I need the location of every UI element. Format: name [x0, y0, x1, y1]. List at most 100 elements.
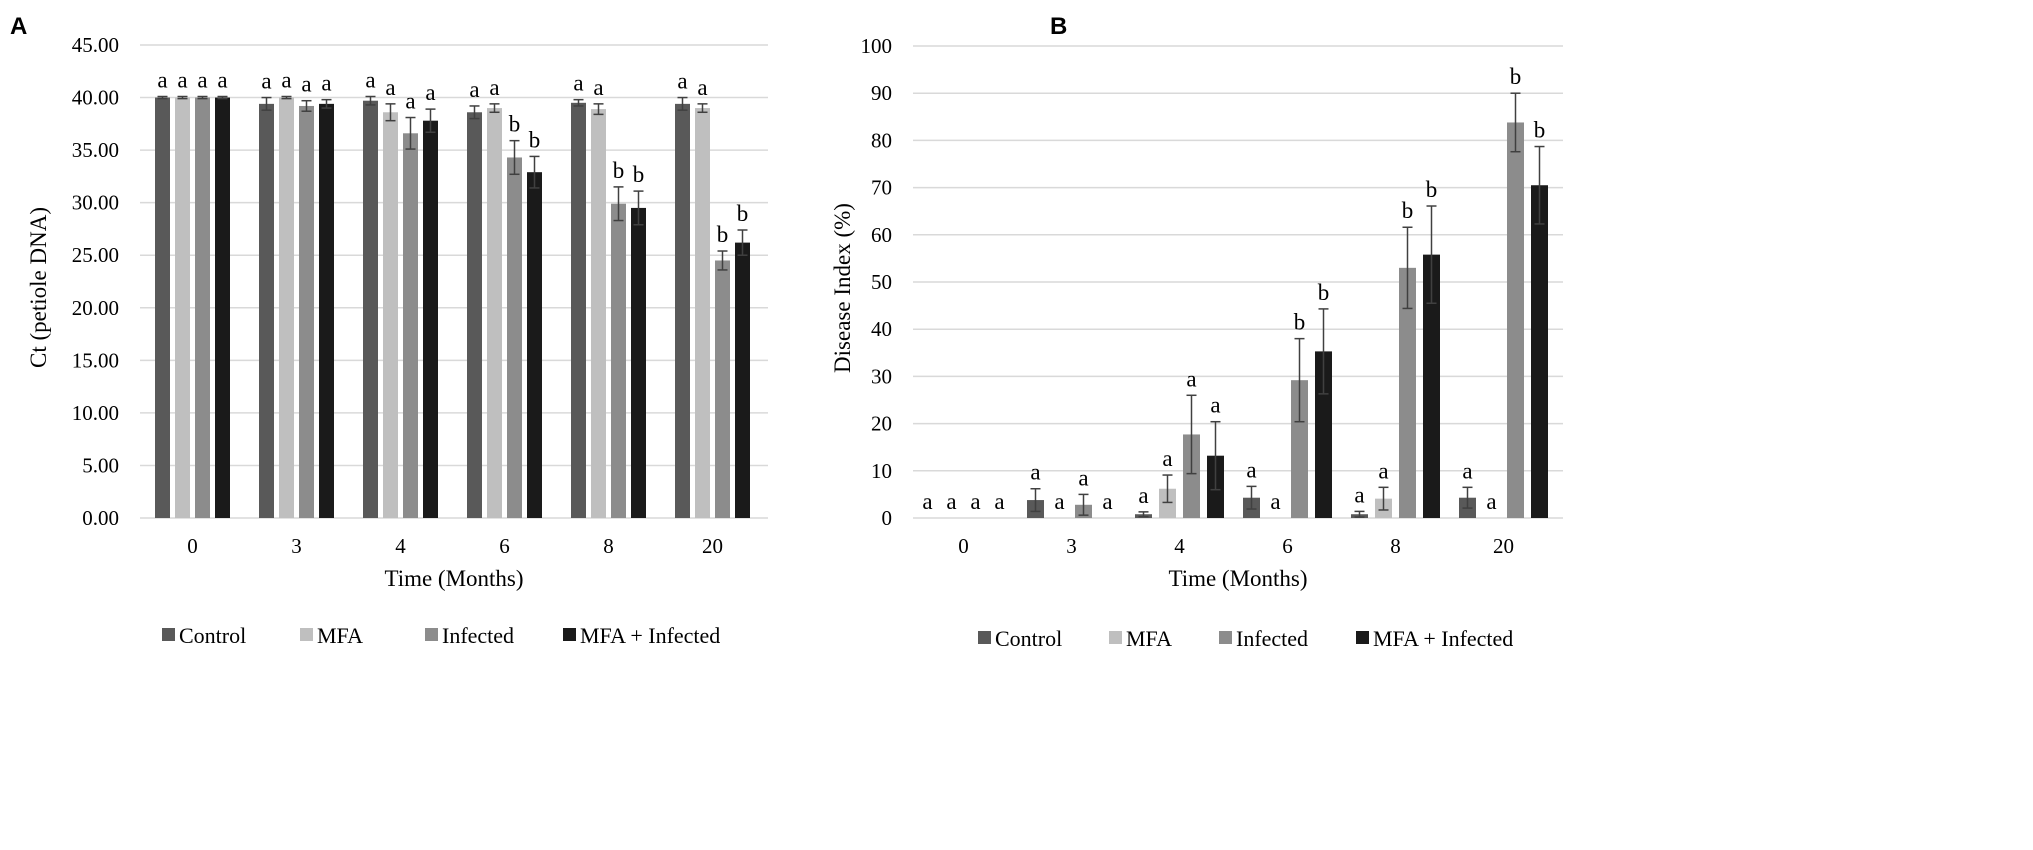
bar — [735, 242, 750, 518]
y-tick-label: 35.00 — [72, 138, 119, 162]
significance-letter: a — [281, 68, 291, 93]
significance-letter: a — [1486, 489, 1496, 514]
significance-letter: a — [177, 68, 187, 93]
bar — [1399, 267, 1416, 518]
y-tick-label: 0 — [882, 506, 893, 530]
significance-letter: a — [1246, 457, 1256, 482]
significance-letter: b — [717, 222, 729, 247]
bar — [507, 157, 522, 519]
bar — [319, 103, 334, 519]
significance-letter: a — [1270, 489, 1280, 514]
legend-label: MFA — [1126, 626, 1172, 651]
chart-panel-a: 0.005.0010.0015.0020.0025.0030.0035.0040… — [26, 33, 768, 648]
y-tick-label: 45.00 — [72, 33, 119, 57]
bar — [383, 112, 398, 518]
significance-letter: a — [677, 69, 687, 94]
significance-letter: a — [1210, 393, 1220, 418]
x-tick-label: 6 — [499, 534, 510, 558]
x-tick-label: 6 — [1282, 534, 1293, 558]
bar — [611, 203, 626, 518]
bar — [279, 97, 294, 519]
y-tick-label: 20 — [871, 412, 892, 436]
bar — [1183, 434, 1200, 518]
bar — [487, 108, 502, 519]
panel-label-a: A — [10, 13, 27, 40]
significance-letter: b — [509, 112, 521, 137]
bar — [155, 97, 170, 519]
legend-swatch — [978, 631, 991, 644]
significance-letter: a — [697, 75, 707, 100]
significance-letter: a — [405, 89, 415, 114]
y-tick-label: 0.00 — [82, 506, 119, 530]
panel-label-b: B — [1050, 13, 1067, 40]
significance-letter: a — [385, 75, 395, 100]
legend-label: MFA + Infected — [580, 623, 720, 648]
legend-label: Control — [179, 623, 246, 648]
legend-swatch — [425, 628, 438, 641]
legend-label: MFA + Infected — [1373, 626, 1513, 651]
significance-letter: a — [1354, 482, 1364, 507]
significance-letter: a — [573, 71, 583, 96]
significance-letter: a — [994, 489, 1004, 514]
significance-letter: a — [1138, 483, 1148, 508]
bar — [1159, 488, 1176, 518]
y-tick-label: 25.00 — [72, 243, 119, 267]
bar — [1531, 185, 1548, 519]
y-tick-label: 70 — [871, 176, 892, 200]
y-axis-title: Disease Index (%) — [830, 203, 855, 373]
bar — [1423, 254, 1440, 518]
x-tick-label: 20 — [1493, 534, 1514, 558]
significance-letter: a — [970, 489, 980, 514]
x-tick-label: 8 — [603, 534, 614, 558]
significance-letter: a — [1186, 366, 1196, 391]
bar — [195, 97, 210, 519]
significance-letter: a — [593, 75, 603, 100]
legend-swatch — [563, 628, 576, 641]
x-tick-label: 0 — [187, 534, 198, 558]
significance-letter: b — [1318, 280, 1330, 305]
significance-letter: a — [1054, 489, 1064, 514]
significance-letter: a — [469, 77, 479, 102]
significance-letter: b — [1294, 310, 1306, 335]
significance-letter: a — [261, 69, 271, 94]
bar — [259, 103, 274, 519]
y-axis-title: Ct (petiole DNA) — [26, 207, 51, 368]
bar — [215, 97, 230, 519]
y-tick-label: 30.00 — [72, 191, 119, 215]
x-tick-label: 3 — [291, 534, 302, 558]
significance-letter: a — [157, 68, 167, 93]
bar — [363, 100, 378, 518]
bar — [423, 120, 438, 519]
significance-letter: a — [1102, 489, 1112, 514]
bar — [527, 172, 542, 518]
bar — [1315, 351, 1332, 518]
significance-letter: a — [301, 72, 311, 97]
significance-letter: a — [489, 75, 499, 100]
significance-letter: b — [1534, 118, 1546, 143]
significance-letter: a — [946, 489, 956, 514]
legend-swatch — [300, 628, 313, 641]
bar — [175, 97, 190, 519]
significance-letter: a — [1030, 460, 1040, 485]
y-tick-label: 5.00 — [82, 453, 119, 477]
y-tick-label: 30 — [871, 364, 892, 388]
bar — [571, 102, 586, 519]
legend-label: Infected — [442, 623, 514, 648]
y-tick-label: 60 — [871, 223, 892, 247]
significance-letter: b — [1510, 64, 1522, 89]
bar — [467, 112, 482, 518]
y-tick-label: 40.00 — [72, 86, 119, 110]
x-axis-title: Time (Months) — [1168, 566, 1307, 591]
significance-letter: a — [922, 489, 932, 514]
legend-swatch — [162, 628, 175, 641]
significance-letter: b — [1402, 198, 1414, 223]
y-tick-label: 80 — [871, 128, 892, 152]
significance-letter: a — [197, 68, 207, 93]
significance-letter: a — [1462, 458, 1472, 483]
bar — [1507, 122, 1524, 519]
x-tick-label: 20 — [702, 534, 723, 558]
x-tick-label: 4 — [395, 534, 406, 558]
significance-letter: a — [1162, 446, 1172, 471]
x-tick-label: 3 — [1066, 534, 1077, 558]
